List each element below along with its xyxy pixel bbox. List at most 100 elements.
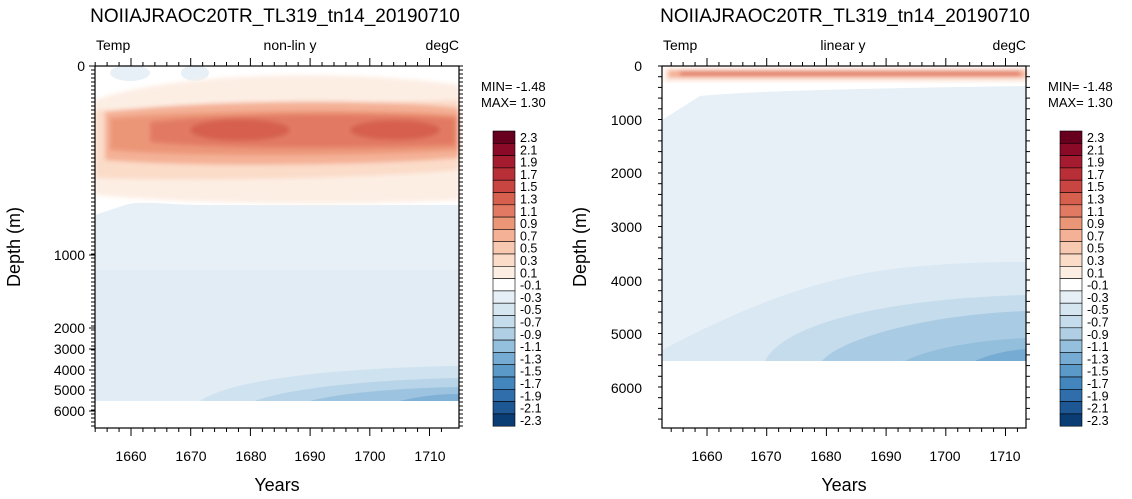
colorbar-tick-label: -1.9	[520, 389, 542, 403]
right-colorbar: 2.32.11.91.71.51.31.10.90.70.50.30.1-0.1…	[1059, 130, 1109, 428]
left-plot-area	[94, 65, 460, 429]
colorbar-tick-label: 0.9	[520, 217, 537, 231]
colorbar-tick-label: -0.1	[1087, 279, 1109, 293]
right-x-tick-label: 1680	[810, 448, 841, 464]
colorbar-tick-label: 2.3	[1087, 131, 1104, 145]
left-y-axis: 0 1000 2000 3000 4000 5000 6000 Depth (m…	[4, 58, 95, 419]
colorbar-swatch	[492, 315, 516, 329]
colorbar-tick-label: -1.7	[520, 377, 542, 391]
colorbar-tick-label: 2.1	[1087, 143, 1104, 157]
colorbar-tick-label: -1.1	[1087, 340, 1109, 354]
colorbar-swatch	[1059, 130, 1083, 144]
colorbar-swatch	[492, 290, 516, 304]
colorbar-tick-label: -1.3	[1087, 352, 1109, 366]
colorbar-swatch	[492, 352, 516, 365]
colorbar-tick-label: 1.7	[1087, 168, 1104, 182]
right-y-tick-label: 2000	[611, 165, 642, 181]
colorbar-tick-label: 2.1	[520, 143, 537, 157]
left-title: NOIIAJRAOC20TR_TL319_tn14_20190710	[90, 6, 460, 27]
right-x-tick-label: 1710	[989, 448, 1020, 464]
left-x-tick-label: 1680	[235, 448, 266, 464]
colorbar-swatch	[492, 241, 516, 255]
colorbar-swatch	[492, 376, 516, 390]
colorbar-swatch	[1059, 339, 1083, 353]
left-minor-ticks	[91, 58, 463, 436]
right-x-tick-label: 1660	[691, 448, 722, 464]
left-y-tick-label: 1000	[54, 247, 85, 263]
colorbar-tick-label: -0.7	[520, 316, 542, 330]
colorbar-swatch	[1059, 278, 1083, 292]
right-x-tick-label: 1700	[929, 448, 960, 464]
colorbar-tick-label: 0.1	[520, 266, 537, 280]
colorbar-tick-label: 0.3	[520, 254, 537, 268]
colorbar-swatch	[492, 192, 516, 206]
right-x-tick-label: 1690	[870, 448, 901, 464]
left-y-tick-label: 5000	[54, 382, 85, 398]
colorbar-tick-label: 1.3	[520, 193, 537, 207]
colorbar-tick-label: 1.1	[520, 205, 537, 219]
left-y-tick-label: 2000	[54, 320, 85, 336]
colorbar-tick-label: 1.5	[520, 180, 537, 194]
right-max-label: MAX= 1.30	[1048, 95, 1113, 110]
colorbar-swatch	[492, 388, 516, 402]
colorbar-swatch	[1059, 376, 1083, 390]
left-x-tick-label: 1690	[294, 448, 325, 464]
colorbar-swatch	[492, 401, 516, 415]
colorbar-tick-label: 0.9	[1087, 217, 1104, 231]
colorbar-tick-label: -2.1	[520, 402, 542, 416]
colorbar-tick-label: 0.5	[1087, 242, 1104, 256]
right-y-tick-label: 6000	[611, 380, 642, 396]
right-min-label: MIN= -1.48	[1048, 79, 1113, 94]
colorbar-tick-label: 0.5	[520, 242, 537, 256]
right-header-axis-type: linear y	[820, 37, 865, 53]
colorbar-swatch	[492, 364, 516, 378]
colorbar-swatch	[492, 339, 516, 353]
colorbar-tick-label: -1.5	[520, 365, 542, 379]
colorbar-swatch	[1059, 290, 1083, 304]
left-x-axis: 1660 1670 1680 1690 1700 1710 Years	[115, 448, 445, 495]
colorbar-tick-label: -2.3	[1087, 414, 1109, 428]
colorbar-swatch	[492, 179, 516, 193]
left-max-label: MAX= 1.30	[481, 95, 546, 110]
colorbar-swatch	[1059, 364, 1083, 378]
right-title: NOIIAJRAOC20TR_TL319_tn14_20190710	[660, 6, 1030, 27]
colorbar-tick-label: 1.1	[1087, 205, 1104, 219]
colorbar-swatch	[1059, 216, 1083, 230]
colorbar-swatch	[1059, 352, 1083, 365]
colorbar-swatch	[1059, 167, 1083, 181]
colorbar-tick-label: -1.9	[1087, 389, 1109, 403]
colorbar-tick-label: 0.7	[520, 229, 537, 243]
colorbar-tick-label: -1.7	[1087, 377, 1109, 391]
colorbar-swatch	[1059, 401, 1083, 415]
colorbar-tick-label: -0.1	[520, 279, 542, 293]
colorbar-swatch	[1059, 265, 1083, 279]
colorbar-swatch	[492, 302, 516, 316]
colorbar-swatch	[492, 167, 516, 181]
colorbar-swatch	[1059, 143, 1083, 156]
colorbar-swatch	[1059, 179, 1083, 193]
right-minor-ticks	[658, 58, 1030, 436]
right-plot-area	[661, 65, 1027, 429]
colorbar-swatch	[1059, 327, 1083, 341]
colorbar-tick-label: 0.3	[1087, 254, 1104, 268]
left-x-axis-label: Years	[254, 475, 299, 495]
left-header-units: degC	[426, 37, 459, 53]
colorbar-swatch	[1059, 253, 1083, 267]
colorbar-tick-label: -0.9	[1087, 328, 1109, 342]
colorbar-tick-label: -0.9	[520, 328, 542, 342]
left-header-variable: Temp	[96, 37, 130, 53]
colorbar-swatch	[1059, 241, 1083, 255]
colorbar-tick-label: -0.5	[520, 303, 542, 317]
right-panel: NOIIAJRAOC20TR_TL319_tn14_20190710 Temp …	[570, 6, 1113, 495]
colorbar-tick-label: -2.3	[520, 414, 542, 428]
colorbar-swatch	[492, 278, 516, 292]
colorbar-tick-label: -0.7	[1087, 316, 1109, 330]
colorbar-swatch	[492, 204, 516, 218]
colorbar-tick-label: -1.1	[520, 340, 542, 354]
colorbar-swatch	[1059, 229, 1083, 242]
left-min-label: MIN= -1.48	[481, 79, 546, 94]
colorbar-tick-label: -0.5	[1087, 303, 1109, 317]
colorbar-tick-label: -0.3	[1087, 291, 1109, 305]
right-y-tick-label: 4000	[611, 273, 642, 289]
colorbar-swatch	[1059, 315, 1083, 329]
